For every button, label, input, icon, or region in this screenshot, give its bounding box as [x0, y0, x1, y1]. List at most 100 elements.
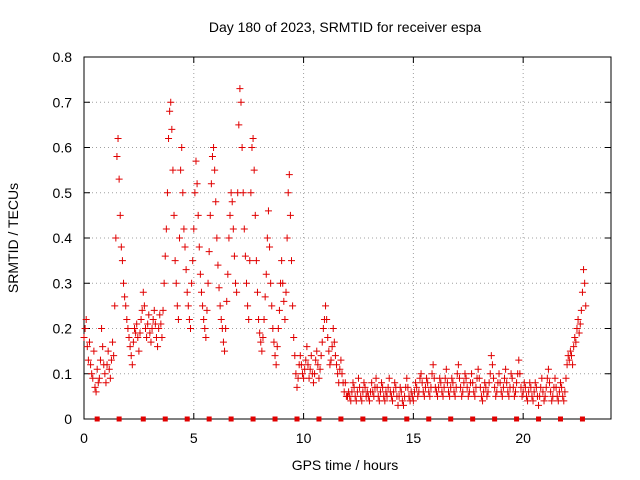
- data-point: [441, 374, 449, 382]
- data-point: [251, 211, 259, 219]
- data-point: [131, 325, 139, 332]
- data-point: [413, 383, 421, 391]
- data-point: [417, 370, 425, 378]
- data-point: [168, 125, 176, 133]
- data-point: [162, 225, 170, 233]
- data-point: [502, 365, 510, 373]
- data-point: [539, 388, 547, 396]
- data-point: [561, 388, 569, 396]
- data-point: [90, 347, 98, 355]
- data-point: [172, 279, 180, 287]
- data-point: [83, 343, 91, 351]
- data-point: [194, 211, 202, 219]
- data-point: [574, 315, 582, 323]
- data-point: [245, 315, 253, 323]
- data-point: [80, 334, 88, 342]
- data-point: [329, 325, 337, 332]
- data-point: [115, 175, 123, 183]
- data-point: [437, 379, 445, 387]
- data-point: [202, 334, 210, 342]
- data-point: [389, 397, 397, 405]
- data-point: [454, 361, 462, 369]
- y-tick-label: 0.4: [53, 230, 73, 246]
- data-point: [91, 383, 99, 391]
- data-point: [158, 334, 166, 342]
- data-point: [136, 329, 144, 337]
- data-point: [581, 279, 589, 287]
- data-point: [325, 347, 333, 355]
- data-point: [293, 383, 301, 391]
- data-point: [497, 388, 505, 396]
- data-point: [177, 166, 185, 174]
- gap-marker: [184, 416, 190, 422]
- data-point: [531, 379, 539, 387]
- data-point: [104, 347, 112, 355]
- data-point: [252, 257, 260, 265]
- data-point: [349, 379, 357, 387]
- data-point: [222, 325, 230, 332]
- data-point: [440, 383, 448, 391]
- data-point: [358, 397, 366, 405]
- data-point: [483, 392, 491, 400]
- data-point: [455, 374, 463, 382]
- data-point: [227, 189, 235, 197]
- y-tick-label: 0.2: [53, 321, 73, 337]
- data-point: [241, 252, 249, 260]
- data-point: [208, 153, 216, 161]
- data-point: [311, 370, 319, 378]
- data-point: [181, 243, 189, 251]
- data-point: [397, 388, 405, 396]
- data-point: [141, 325, 149, 332]
- data-point: [228, 198, 236, 206]
- y-tick-label: 0: [64, 411, 72, 427]
- data-point: [272, 361, 280, 369]
- data-point: [487, 352, 495, 360]
- data-point: [176, 234, 184, 242]
- data-point: [88, 370, 96, 378]
- data-point: [317, 352, 325, 360]
- data-point: [439, 392, 447, 400]
- data-point: [515, 356, 523, 364]
- data-point: [448, 374, 456, 382]
- data-point: [567, 352, 575, 360]
- data-point: [117, 243, 125, 251]
- data-point: [460, 379, 468, 387]
- data-point: [186, 325, 194, 332]
- data-point: [109, 338, 117, 346]
- data-point: [94, 379, 102, 387]
- data-point: [328, 343, 336, 351]
- gap-marker: [536, 416, 542, 422]
- data-point: [257, 338, 265, 346]
- data-point: [463, 383, 471, 391]
- data-point: [203, 306, 211, 314]
- gap-marker: [470, 416, 476, 422]
- data-point: [211, 166, 219, 174]
- data-point: [240, 225, 248, 233]
- data-point: [513, 379, 521, 387]
- data-point: [292, 370, 300, 378]
- y-tick-label: 0.6: [53, 140, 73, 156]
- data-point: [157, 320, 165, 328]
- data-point: [260, 315, 268, 323]
- data-point: [188, 279, 196, 287]
- scatter-points: [80, 85, 590, 422]
- data-point: [479, 397, 487, 405]
- gap-marker: [250, 416, 256, 422]
- data-point: [247, 189, 255, 197]
- data-point: [111, 302, 119, 310]
- data-point: [423, 374, 431, 382]
- data-point: [183, 288, 191, 296]
- data-point: [250, 166, 258, 174]
- data-point: [232, 279, 240, 287]
- data-point: [85, 338, 93, 346]
- data-point: [279, 279, 287, 287]
- data-point: [319, 325, 327, 332]
- y-axis-label: SRMTID / TECUs: [5, 183, 21, 293]
- gap-marker: [579, 416, 585, 422]
- data-point: [127, 352, 135, 360]
- data-point: [457, 383, 465, 391]
- data-point: [236, 85, 244, 93]
- data-point: [438, 388, 446, 396]
- data-point: [226, 211, 234, 219]
